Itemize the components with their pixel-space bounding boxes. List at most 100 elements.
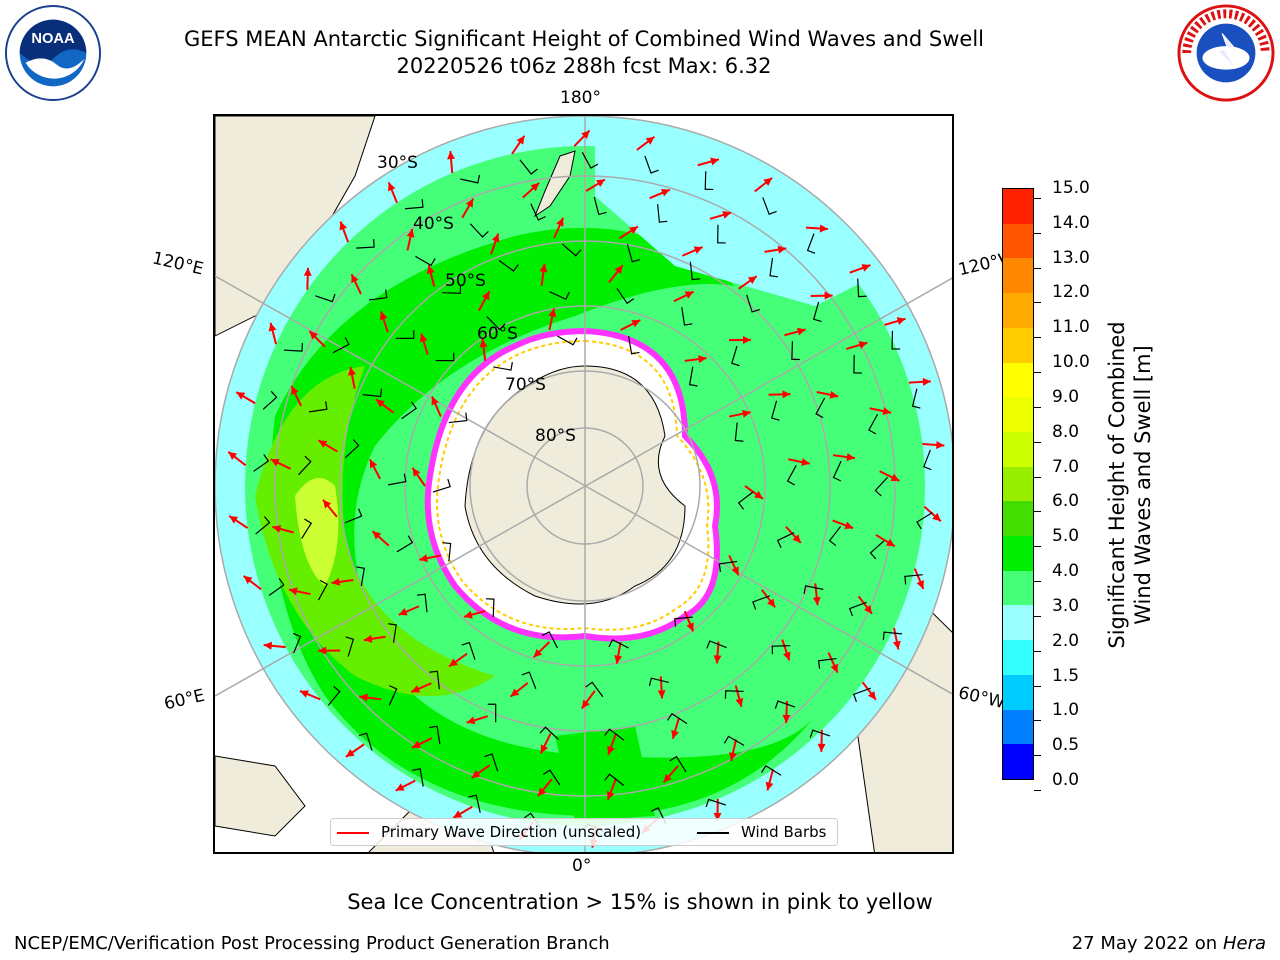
wind-barb [644,155,659,174]
wind-barb [486,316,506,331]
wind-barb [911,388,921,409]
wind-barb [812,301,822,323]
wind-barb [461,641,476,660]
wind-barb [809,729,831,738]
wave-arrow-head [491,233,500,243]
colorbar-tick: 10.0 [1034,352,1090,382]
wind-barb [868,413,879,435]
wave-arrow-head [471,770,481,778]
wave-arrow-head [606,791,615,800]
wind-barb [283,343,303,352]
wave-arrow-head [482,291,490,301]
wind-barb [301,518,313,539]
wave-arrow-head [369,459,378,469]
wave-arrow-head [782,390,791,399]
colorbar-segment [1003,605,1033,641]
wave-arrow-head [348,367,356,376]
longitude-label-60w: 60°W [956,682,1007,714]
latitude-label-30s: 30°S [377,153,418,173]
wave-arrow-head [516,135,525,145]
wave-arrow-head [540,744,549,754]
wave-arrow-head [339,221,348,231]
colorbar-tick: 8.0 [1034,422,1079,452]
colorbar-segment [1003,327,1033,363]
wave-arrow-head [556,217,564,227]
wind-barb [493,362,513,371]
colorbar-tick: 1.5 [1034,666,1079,696]
wave-arrow-head [447,151,456,160]
wave-arrow-head [729,752,737,761]
wind-barb [916,512,933,530]
footer-host: Hera [1222,933,1266,954]
legend-swatch-red [337,831,369,834]
colorbar-segment [1003,189,1033,224]
wave-arrow-head [363,634,373,643]
wind-barb [848,601,867,617]
wind-barb [484,753,499,772]
wave-arrow-head [299,690,309,698]
wind-barb [706,640,727,649]
wave-arrow-head [596,179,605,188]
wave-arrow-head [510,688,520,697]
wave-arrow-head [379,311,388,321]
wave-arrow-head [466,716,476,725]
latitude-label-60s: 60°S [477,324,518,344]
wind-barb [669,755,687,773]
legend-item-wind-barbs: Wind Barbs [697,823,826,841]
wave-arrow-head [922,377,931,386]
wind-barb [412,768,424,787]
wind-barb [262,390,278,410]
colorbar-tick: 0.5 [1034,735,1079,765]
wave-arrow-head [359,693,368,702]
wind-barb [724,690,744,699]
wind-barb [417,593,428,613]
wind-barb [853,354,862,374]
wind-barb [468,794,481,813]
wind-barb [388,473,407,486]
longitude-label-180: 180° [560,88,601,108]
wave-arrow-head [844,521,854,530]
wave-arrow-head [263,641,273,650]
wind-barb [521,671,537,690]
wave-arrow-head [792,534,801,543]
wave-arrow-head [303,267,312,276]
wind-barb [549,291,570,301]
wind-barb [791,341,800,361]
wave-arrow-head [614,655,623,664]
wind-barb [255,516,271,535]
wave-arrow-head [331,577,341,586]
wind-barb [268,578,285,596]
wind-barb [817,657,837,669]
wind-barb [358,732,373,751]
wave-arrow-head [777,245,787,254]
wind-barb [388,685,398,706]
wind-barb [762,197,777,216]
wind-barb [923,449,932,471]
wind-barb [734,422,744,442]
wave-arrow-head [890,473,900,481]
colorbar-segment [1003,258,1033,294]
wind-barb [648,677,669,687]
wind-barb [585,681,604,698]
colorbar-segment [1003,709,1033,745]
wave-arrow-head [479,339,488,348]
wind-barb [432,478,451,493]
wind-barb [688,366,698,387]
wind-barb [752,595,771,610]
wave-arrow-head [663,773,672,783]
wind-barb [674,616,693,627]
legend-label-wind-barbs: Wind Barbs [741,823,827,841]
wind-barb [498,259,519,272]
wind-barb [761,764,782,776]
colorbar [1002,188,1034,780]
wind-barb [519,159,538,175]
wind-barb [628,335,640,355]
wave-arrow-head [657,690,666,699]
colorbar-segment [1003,293,1033,328]
wind-barb [626,244,641,263]
wind-barb [667,712,688,725]
wind-barb [737,491,754,510]
wave-arrow-head [412,467,421,477]
land-south-africa [215,755,306,837]
wave-arrow-head [767,598,776,608]
